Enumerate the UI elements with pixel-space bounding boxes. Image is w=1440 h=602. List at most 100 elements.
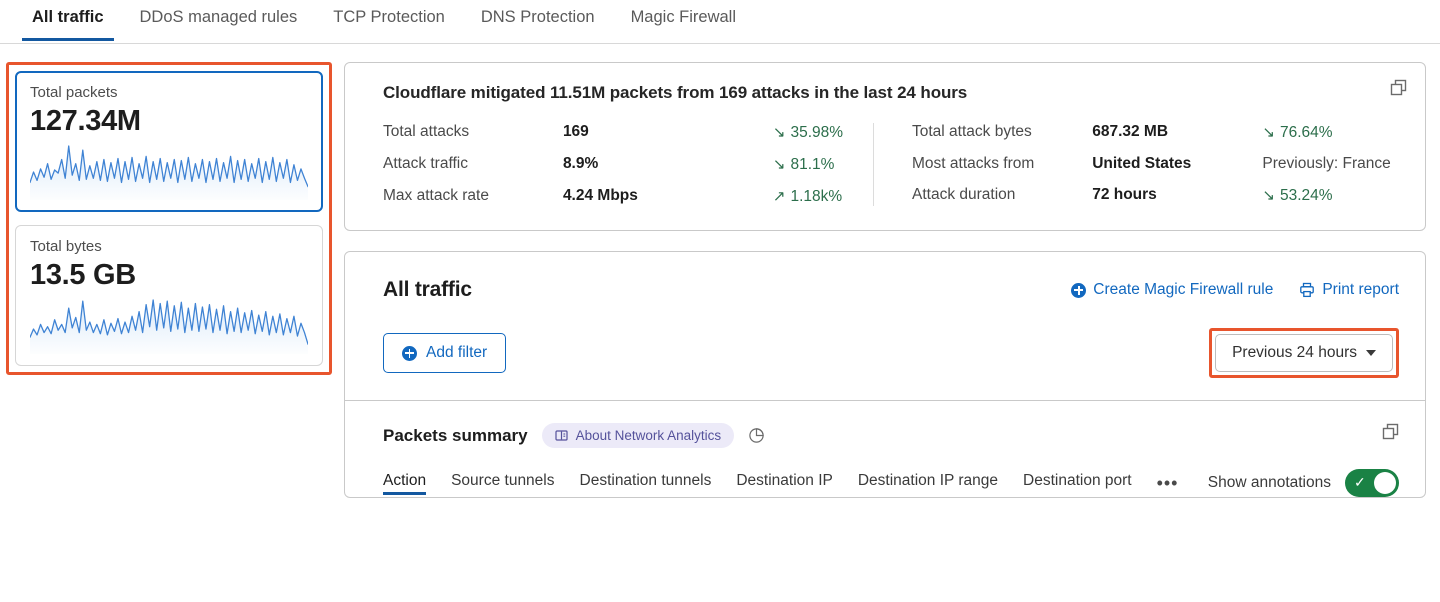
tab-all-traffic[interactable]: All traffic bbox=[14, 0, 122, 41]
copy-icon[interactable] bbox=[1382, 423, 1399, 440]
metric-card-total-packets[interactable]: Total packets 127.34M bbox=[15, 71, 323, 212]
tab-ddos-managed-rules[interactable]: DDoS managed rules bbox=[122, 0, 316, 41]
copy-icon[interactable] bbox=[1390, 79, 1407, 96]
check-icon: ✓ bbox=[1354, 474, 1366, 490]
create-magic-firewall-rule-button[interactable]: Create Magic Firewall rule bbox=[1071, 281, 1273, 299]
page-title: All traffic bbox=[383, 278, 472, 301]
dimension-tab-label: Destination tunnels bbox=[579, 471, 712, 489]
dimension-tab-destination-tunnels[interactable]: Destination tunnels bbox=[580, 472, 712, 495]
mitigation-summary-panel: Cloudflare mitigated 11.51M packets from… bbox=[344, 62, 1426, 231]
all-traffic-header: All traffic Create Magic Firewall rule bbox=[345, 252, 1425, 400]
tab-label: DDoS managed rules bbox=[139, 8, 298, 26]
page-body: Total packets 127.34M bbox=[0, 44, 1440, 602]
primary-tab-bar: All traffic DDoS managed rules TCP Prote… bbox=[0, 0, 1440, 44]
tab-label: All traffic bbox=[32, 8, 104, 26]
show-annotations-label: Show annotations bbox=[1207, 474, 1331, 491]
sparkline-total-packets bbox=[30, 142, 308, 201]
time-range-value: Previous 24 hours bbox=[1232, 344, 1357, 361]
dimension-tab-destination-ip-range[interactable]: Destination IP range bbox=[858, 472, 998, 495]
dimension-tab-label: Source tunnels bbox=[451, 471, 555, 489]
summary-column-right: Total attack bytes 687.32 MB ↘ 76.64% Mos… bbox=[873, 123, 1401, 206]
plus-circle-icon bbox=[1071, 282, 1087, 298]
delta-text: 81.1% bbox=[790, 156, 835, 173]
summary-row-delta: ↘ 76.64% bbox=[1262, 123, 1401, 142]
show-annotations-control: Show annotations ✓ bbox=[1208, 469, 1399, 497]
tab-magic-firewall[interactable]: Magic Firewall bbox=[613, 0, 754, 41]
add-filter-label: Add filter bbox=[426, 344, 488, 361]
book-icon-svg bbox=[554, 430, 568, 441]
copy-icon-svg bbox=[1382, 423, 1399, 440]
all-traffic-actions: Create Magic Firewall rule Print report bbox=[1071, 281, 1399, 299]
summary-column-left: Total attacks 169 ↘ 35.98% Attack traffic… bbox=[383, 123, 873, 206]
printer-icon-svg bbox=[1300, 282, 1315, 298]
summary-row-delta: ↗ 1.18k% bbox=[773, 187, 873, 206]
packets-summary-section: Packets summary About Network Ana bbox=[345, 401, 1425, 497]
all-traffic-title-row: All traffic Create Magic Firewall rule bbox=[383, 278, 1399, 302]
dimension-tab-action[interactable]: Action bbox=[383, 471, 427, 495]
dimension-tab-destination-port[interactable]: Destination port bbox=[1023, 472, 1132, 495]
delta-text: 35.98% bbox=[790, 124, 844, 141]
packets-summary-title-row: Packets summary About Network Ana bbox=[383, 423, 1399, 448]
tab-tcp-protection[interactable]: TCP Protection bbox=[315, 0, 463, 41]
dimension-tab-label: Destination IP bbox=[736, 471, 833, 489]
chevron-down-icon bbox=[1366, 350, 1376, 356]
tab-label: TCP Protection bbox=[333, 8, 445, 26]
trend-down-icon: ↘ bbox=[772, 124, 786, 141]
all-traffic-controls-row: Add filter Previous 24 hours bbox=[383, 328, 1399, 378]
summary-headline: Cloudflare mitigated 11.51M packets from… bbox=[383, 83, 968, 102]
summary-row-delta: ↘ 81.1% bbox=[773, 155, 873, 174]
summary-row-value: 687.32 MB bbox=[1092, 123, 1169, 140]
sparkline-total-bytes bbox=[30, 296, 308, 355]
tab-label: Magic Firewall bbox=[630, 8, 736, 26]
summary-row-value: 72 hours bbox=[1092, 186, 1157, 203]
more-dimensions-button[interactable]: ••• bbox=[1156, 472, 1179, 493]
time-range-select[interactable]: Previous 24 hours bbox=[1215, 334, 1393, 372]
metric-card-value: 13.5 GB bbox=[30, 259, 136, 291]
summary-row-value: 4.24 Mbps bbox=[562, 187, 638, 204]
tab-dns-protection[interactable]: DNS Protection bbox=[463, 0, 613, 41]
summary-row-key: Most attacks from bbox=[912, 155, 1035, 172]
pie-chart-icon[interactable] bbox=[748, 427, 765, 444]
summary-metrics-grid: Total attacks 169 ↘ 35.98% Attack traffic… bbox=[383, 123, 1401, 206]
tab-label: DNS Protection bbox=[480, 8, 595, 26]
delta-text: Previously: France bbox=[1262, 155, 1391, 172]
summary-row-delta: ↘ 35.98% bbox=[773, 123, 873, 142]
dimension-tab-destination-ip[interactable]: Destination IP bbox=[736, 472, 833, 495]
metric-card-label: Total bytes bbox=[30, 238, 102, 255]
toggle-knob bbox=[1374, 472, 1396, 494]
book-icon bbox=[554, 429, 568, 442]
summary-row-value: 8.9% bbox=[562, 155, 599, 172]
summary-row-value: 169 bbox=[562, 123, 589, 140]
add-filter-button[interactable]: Add filter bbox=[383, 333, 507, 373]
summary-row-key: Attack duration bbox=[912, 186, 1016, 203]
sparkline-svg bbox=[30, 145, 308, 201]
copy-icon-svg bbox=[1390, 79, 1407, 96]
dimension-tab-source-tunnels[interactable]: Source tunnels bbox=[451, 472, 554, 495]
trend-down-icon: ↘ bbox=[1262, 124, 1275, 141]
metric-card-value: 127.34M bbox=[30, 105, 141, 137]
summary-row-key: Max attack rate bbox=[383, 187, 489, 204]
printer-icon bbox=[1299, 282, 1315, 298]
summary-row-key: Total attacks bbox=[383, 123, 470, 140]
dimension-tab-label: Action bbox=[383, 471, 427, 489]
delta-text: 1.18k% bbox=[790, 188, 843, 205]
packets-summary-title-group: Packets summary About Network Ana bbox=[383, 423, 765, 448]
delta-text: 76.64% bbox=[1280, 124, 1333, 141]
metric-card-total-bytes[interactable]: Total bytes 13.5 GB bbox=[15, 225, 323, 366]
packets-summary-title: Packets summary bbox=[383, 425, 528, 445]
metric-cards-column: Total packets 127.34M bbox=[0, 44, 340, 602]
about-network-analytics-badge[interactable]: About Network Analytics bbox=[541, 423, 735, 448]
packets-summary-controls-row: Action Source tunnels Destination tunnel… bbox=[383, 469, 1399, 497]
trend-up-icon: ↗ bbox=[772, 188, 786, 205]
trend-down-icon: ↘ bbox=[1262, 187, 1275, 204]
print-report-button[interactable]: Print report bbox=[1299, 281, 1399, 299]
all-traffic-panel: All traffic Create Magic Firewall rule bbox=[344, 251, 1426, 498]
dimension-tab-list: Action Source tunnels Destination tunnel… bbox=[383, 472, 1178, 495]
summary-row-key: Attack traffic bbox=[383, 155, 468, 172]
summary-row-delta: ↘ 53.24% bbox=[1262, 186, 1401, 205]
trend-down-icon: ↘ bbox=[772, 156, 786, 173]
show-annotations-toggle[interactable]: ✓ bbox=[1345, 469, 1399, 497]
time-range-highlight-box: Previous 24 hours bbox=[1209, 328, 1399, 378]
pie-chart-icon-svg bbox=[749, 428, 764, 443]
print-report-label: Print report bbox=[1322, 281, 1399, 298]
